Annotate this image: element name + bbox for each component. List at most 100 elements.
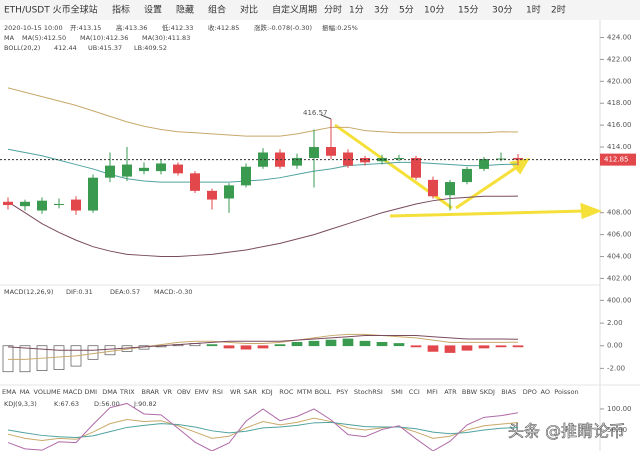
indicator-tab[interactable]: ATR [444,388,457,396]
y-tick-label: 408.00 [607,209,632,217]
indicator-tab[interactable]: EMV [195,388,210,396]
indicator-line [7,195,519,258]
indicator-tab[interactable]: SKDJ [480,388,495,396]
macd-bar [461,345,473,351]
indicator-line [7,421,519,439]
indicator-tab[interactable]: RSI [212,388,223,396]
indicator-tab[interactable]: DPO [523,388,537,396]
toolbar-item[interactable]: 指标 [112,4,130,16]
indicator-tabs: EMA MA VOLUME MACD DMI DMA TRIX BRAR VR OBV EMV RSI… [2,388,579,396]
toolbar-item[interactable]: 1分 [349,5,364,16]
boll-label: LB:409.52 [134,44,167,52]
macd-bar [240,345,252,350]
panel-value: DIF:0.31 [66,288,93,296]
indicator-tab[interactable]: EMA [2,388,17,396]
candle-body [258,152,268,167]
macd-bar [257,345,269,349]
candle-body [496,158,506,160]
toolbar-item[interactable]: 对比 [240,4,258,16]
indicator-tab[interactable]: KDJ [262,388,273,396]
indicator-tab[interactable]: StochRSI [354,388,383,396]
indicator-tab[interactable]: OBV [177,388,191,396]
toolbar-item[interactable]: 5分 [399,5,414,16]
indicator-tab[interactable]: VR [163,388,172,396]
indicator-tab[interactable]: TRIX [119,388,135,396]
boll-label: BOLL(20,2) [4,44,40,52]
indicator-tab[interactable]: AO [541,388,550,396]
indicator-tab[interactable]: PSY [336,388,348,396]
indicator-tab[interactable]: MTM [297,388,312,396]
macd-bar [495,345,507,348]
candle-body [360,157,370,163]
indicator-tab[interactable]: SAR [244,388,258,396]
info-change: 涨跌:-0.078(-0.30) [254,23,312,32]
toolbar-item[interactable]: 隐藏 [176,4,194,16]
macd-bar [291,341,303,347]
indicator-line [7,402,519,451]
boll-label: UB:415.37 [88,44,122,52]
indicator-tab[interactable]: MACD [63,388,82,396]
toolbar-item[interactable]: 30分 [492,5,512,16]
toolbar-item[interactable]: 3分 [374,5,389,16]
indicator-tab[interactable]: BIAS [501,388,516,396]
macd-bar [325,339,337,347]
candle-body [428,179,438,197]
candle-body [394,157,404,160]
macd-bar [444,345,456,353]
indicator-tab[interactable]: DMI [85,388,98,396]
candle-body [462,168,472,183]
indicator-tab[interactable]: WR [230,388,241,396]
candle-body [513,157,523,160]
info-amp: 振幅:0.25% [322,23,358,32]
indicator-tab[interactable]: VOLUME [34,388,61,396]
toolbar-items: 指标 设置 隐藏 组合 对比 自定义周期 分时 1分 3分 5分 10分 15分 30分 1时 2时 [112,4,566,16]
toolbar-item[interactable]: 组合 [208,4,226,16]
indicator-tab[interactable]: MA [20,388,31,396]
max-marker [320,114,332,120]
candle-body [190,173,200,191]
macd-bar [512,345,524,348]
candle-body [445,182,455,196]
indicator-tab[interactable]: Poisson [554,388,578,396]
indicator-tab[interactable]: ROC [279,388,294,396]
macd-bar [2,345,14,373]
toolbar-item[interactable]: 1时 [526,4,541,16]
macd-bar [342,338,354,347]
y-tick-label: 2.00 [607,319,623,327]
macd-bar [274,344,286,347]
price-label: 412.85 [604,156,629,164]
indicator-tab[interactable]: MFI [427,388,438,396]
ma-label: MA(5):412.50 [22,34,66,42]
indicator-tab[interactable]: BRAR [142,388,160,396]
toolbar-item[interactable]: 15分 [458,5,478,16]
candle-body [54,203,64,205]
y-tick-label: 420.00 [607,77,632,85]
indicator-line [7,417,519,441]
y-tick-label: 422.00 [607,55,632,63]
indicator-tab[interactable]: BOLL [315,388,332,396]
toolbar-bg [0,0,640,20]
macd-bar [359,340,371,347]
watermark: 头条 @推睛论币 [508,422,625,441]
candle-body [343,152,353,166]
arrowhead [509,157,530,175]
macd-bar [206,344,218,347]
indicator-tab[interactable]: CCI [409,388,420,396]
indicator-line [7,87,519,137]
panel-value: J:90.82 [133,400,157,408]
candle-body [20,201,30,207]
indicator-tab[interactable]: DMA [102,388,118,396]
toolbar-item[interactable]: 自定义周期 [272,4,317,16]
macd-bar [410,345,422,348]
toolbar-item[interactable]: 10分 [424,5,444,16]
indicator-tab[interactable]: SMI [391,388,403,396]
candle-body [224,185,234,199]
toolbar-item[interactable]: 2时 [551,4,566,16]
symbol[interactable]: ETH/USDT 火币全球站 [4,4,98,16]
y-tick-label: 418.00 [607,99,632,107]
indicator-tab[interactable]: BBW [462,388,478,396]
info-open: 开:413.15 [70,24,101,32]
macd-bar [427,345,439,352]
toolbar-item[interactable]: 分时 [324,4,342,16]
toolbar-item[interactable]: 设置 [144,5,162,16]
